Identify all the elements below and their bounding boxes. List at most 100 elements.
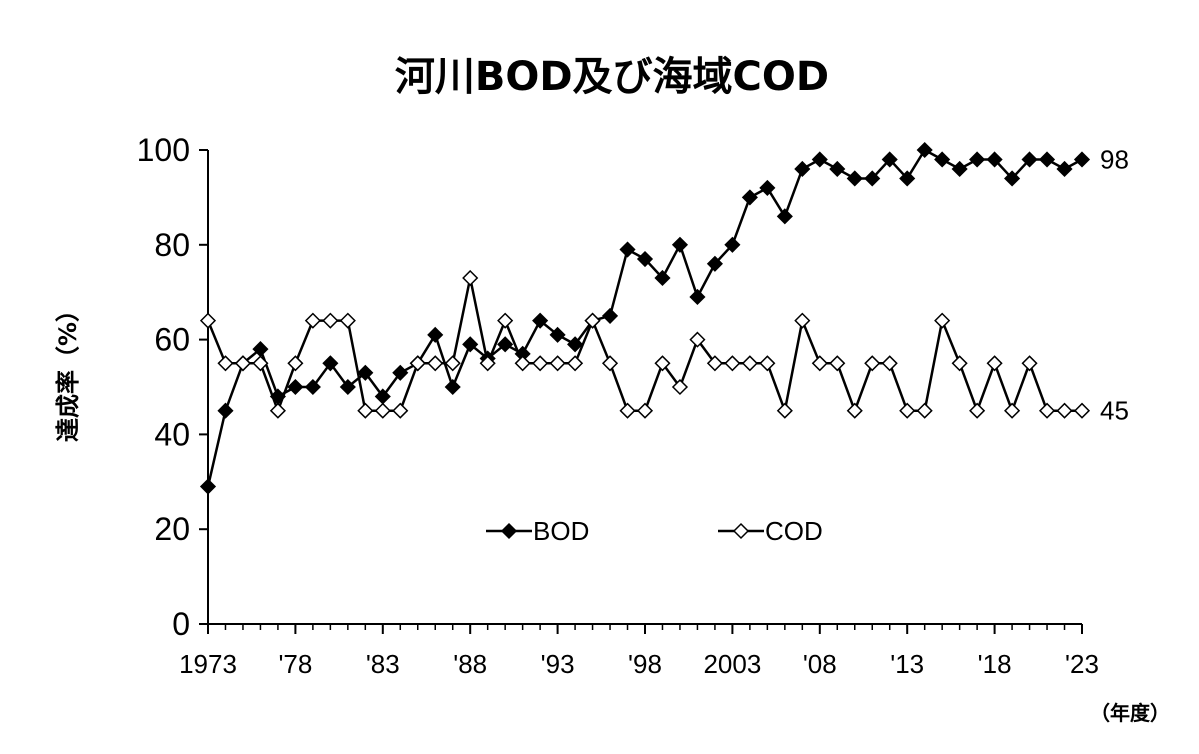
bod-point bbox=[706, 255, 723, 272]
x-tick-label: '98 bbox=[628, 649, 662, 679]
cod-point bbox=[829, 355, 846, 372]
cod-point bbox=[584, 312, 601, 329]
cod-point bbox=[1056, 402, 1073, 419]
cod-point bbox=[811, 355, 828, 372]
series-cod: 45 bbox=[199, 269, 1129, 426]
x-tick-label: '83 bbox=[366, 649, 400, 679]
cod-point bbox=[916, 402, 933, 419]
series-line-cod bbox=[206, 277, 1082, 416]
legend-label-bod: BOD bbox=[533, 516, 589, 546]
bod-point bbox=[549, 326, 566, 343]
bod-point bbox=[287, 378, 304, 396]
bod-point bbox=[759, 179, 776, 196]
cod-point bbox=[199, 312, 217, 329]
cod-point bbox=[724, 355, 741, 372]
cod-point bbox=[986, 355, 1003, 372]
bod-point bbox=[444, 378, 461, 396]
cod-point bbox=[217, 355, 234, 372]
cod-point bbox=[601, 355, 619, 372]
cod-point bbox=[392, 402, 409, 419]
cod-point bbox=[846, 402, 863, 419]
cod-point bbox=[636, 402, 654, 419]
bod-point bbox=[846, 170, 863, 187]
bod-point bbox=[881, 151, 898, 168]
bod-end-label: 98 bbox=[1100, 144, 1129, 174]
bod-point bbox=[217, 402, 234, 419]
bod-point bbox=[462, 336, 479, 353]
bod-point bbox=[864, 170, 881, 187]
y-tick-label: 60 bbox=[154, 322, 190, 358]
bod-point bbox=[1038, 151, 1056, 168]
bod-point bbox=[199, 478, 217, 495]
x-tick-label: '18 bbox=[978, 649, 1012, 679]
bod-point bbox=[986, 151, 1003, 168]
cod-point bbox=[374, 402, 391, 419]
cod-point bbox=[427, 355, 444, 372]
x-tick-label: 2003 bbox=[703, 649, 761, 679]
x-tick-label: '78 bbox=[278, 649, 312, 679]
cod-point bbox=[269, 402, 286, 419]
cod-point bbox=[776, 402, 793, 419]
cod-point bbox=[1073, 402, 1091, 419]
bod-point bbox=[671, 236, 689, 253]
cod-point bbox=[759, 355, 776, 372]
cod-point bbox=[444, 355, 461, 372]
cod-point bbox=[462, 269, 479, 287]
cod-point bbox=[339, 312, 356, 329]
bod-point bbox=[794, 160, 811, 178]
series-line-bod bbox=[206, 148, 1083, 487]
y-tick-label: 100 bbox=[137, 132, 190, 168]
bod-point bbox=[1004, 170, 1021, 187]
bod-point bbox=[811, 151, 828, 168]
legend: BOD COD bbox=[486, 516, 823, 546]
bod-point bbox=[357, 364, 374, 381]
bod-point bbox=[934, 151, 951, 168]
bod-point bbox=[427, 326, 444, 343]
bod-point bbox=[829, 160, 846, 178]
bod-point bbox=[339, 378, 356, 396]
bod-point bbox=[899, 170, 916, 187]
series-layer: 98 45 bbox=[199, 141, 1129, 495]
cod-point bbox=[934, 312, 951, 329]
cod-point bbox=[549, 355, 566, 372]
bod-point bbox=[1056, 160, 1073, 178]
bod-point bbox=[724, 236, 741, 253]
cod-point bbox=[497, 312, 514, 329]
bod-point bbox=[1021, 151, 1038, 168]
cod-point bbox=[741, 355, 758, 372]
bod-point bbox=[951, 160, 968, 178]
chart-title: 河川BOD及び海域COD bbox=[395, 54, 829, 100]
cod-point bbox=[619, 402, 636, 419]
legend-label-cod: COD bbox=[765, 516, 823, 546]
cod-point bbox=[252, 355, 269, 372]
cod-point bbox=[567, 355, 584, 372]
cod-point bbox=[899, 402, 916, 419]
bod-point bbox=[654, 269, 671, 287]
cod-point bbox=[706, 355, 723, 372]
cod-point bbox=[951, 355, 968, 372]
y-tick-label: 20 bbox=[154, 511, 190, 547]
cod-point bbox=[532, 355, 549, 372]
bod-point bbox=[532, 312, 549, 329]
bod-point bbox=[567, 336, 584, 353]
y-tick-label: 0 bbox=[172, 606, 190, 642]
cod-point bbox=[514, 355, 531, 372]
cod-point bbox=[794, 312, 811, 329]
cod-point bbox=[1021, 355, 1038, 372]
x-tick-label: 1973 bbox=[179, 649, 237, 679]
cod-point bbox=[357, 402, 374, 419]
cod-point bbox=[322, 312, 339, 329]
x-tick-label: '23 bbox=[1065, 649, 1099, 679]
cod-point bbox=[304, 312, 321, 329]
cod-point bbox=[969, 402, 986, 419]
legend-marker-cod bbox=[732, 522, 750, 540]
cod-point bbox=[881, 355, 898, 372]
cod-point bbox=[1004, 402, 1021, 419]
bod-point bbox=[601, 307, 619, 324]
x-tick-label: '08 bbox=[803, 649, 837, 679]
cod-point bbox=[479, 355, 496, 372]
bod-point bbox=[322, 355, 339, 372]
bod-point bbox=[776, 208, 793, 225]
bod-point bbox=[969, 151, 986, 168]
